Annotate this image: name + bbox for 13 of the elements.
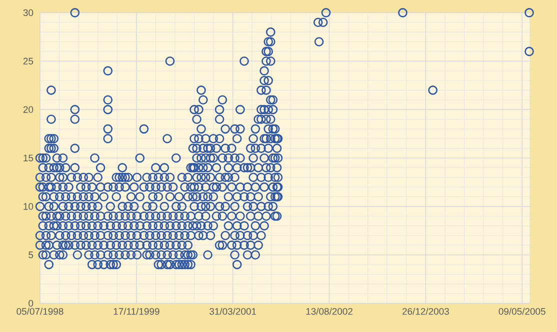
y-tick-label: 5 bbox=[28, 252, 34, 258]
x-tick-label: 17/11/1999 bbox=[114, 308, 160, 315]
y-tick-label: 10 bbox=[24, 203, 34, 210]
y-tick-label: 0 bbox=[28, 300, 34, 307]
y-tick-label: 30 bbox=[23, 9, 34, 16]
y-tick-label: 25 bbox=[23, 58, 34, 64]
x-tick-label: 31/03/2001 bbox=[210, 308, 256, 315]
y-tick-label: 15 bbox=[24, 154, 34, 162]
y-tick-label: 20 bbox=[23, 106, 34, 113]
x-tick-label: 13/08/2002 bbox=[306, 308, 352, 315]
x-tick-label: 09/05/2005 bbox=[498, 308, 546, 315]
x-tick-label: 05/07/1998 bbox=[16, 308, 64, 315]
x-tick-label: 26/12/2003 bbox=[402, 308, 449, 315]
